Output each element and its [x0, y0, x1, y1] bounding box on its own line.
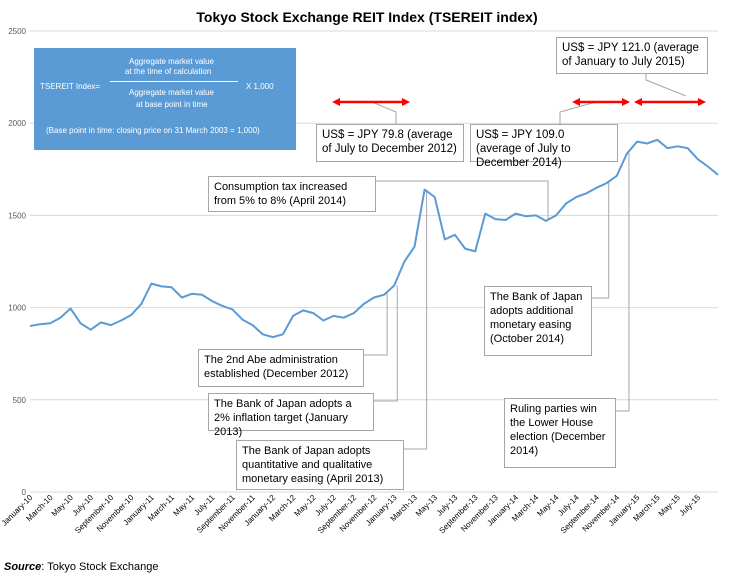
- fx-arrow-2012: [332, 98, 410, 106]
- leader-boj-oct: [592, 182, 610, 299]
- annotation-lower-house-election: Ruling parties win the Lower House elect…: [504, 398, 616, 468]
- leader-boj-inflation: [374, 285, 398, 402]
- formula-note: (Base point in time: closing price on 31…: [46, 126, 260, 135]
- annotation-abe-administration: The 2nd Abe administration established (…: [198, 349, 364, 387]
- annotation-leaders: [364, 74, 687, 450]
- x-tick-label: May-13: [414, 493, 440, 519]
- x-tick-label: May-15: [657, 493, 683, 519]
- y-tick-label: 2000: [8, 119, 26, 128]
- x-tick-label: May-11: [171, 493, 196, 518]
- annotation-consumption-tax: Consumption tax increased from 5% to 8% …: [208, 176, 376, 212]
- fx-arrows: [332, 98, 706, 106]
- y-tick-label: 1000: [8, 304, 26, 313]
- leader-abe: [364, 292, 388, 356]
- y-axis: 0 500 1000 1500 2000 2500: [8, 27, 26, 497]
- source-text: : Tokyo Stock Exchange: [41, 561, 159, 573]
- annotation-boj-inflation-target: The Bank of Japan adopts a 2% inflation …: [208, 393, 374, 438]
- leader-election: [616, 152, 630, 412]
- y-tick-label: 2500: [8, 27, 26, 36]
- annotation-usd-2015: US$ = JPY 121.0 (average of January to J…: [556, 37, 708, 74]
- x-axis: January-10March-10May-10July-10September…: [0, 493, 703, 536]
- series-line: [29, 138, 719, 339]
- formula-numerator-1: Aggregate market value: [129, 57, 214, 66]
- annotation-boj-qqe: The Bank of Japan adopts quantitative an…: [236, 440, 404, 490]
- x-tick-label: May-14: [535, 493, 561, 519]
- y-tick-label: 0: [22, 488, 27, 497]
- x-tick-label: May-10: [50, 493, 76, 519]
- formula-numerator-2: at the time of calculation: [125, 67, 212, 76]
- annotation-boj-oct-2014: The Bank of Japan adopts additional mone…: [484, 286, 592, 356]
- gridlines: [30, 30, 718, 493]
- fx-arrow-2015: [634, 98, 706, 106]
- leader-boj-qqe: [404, 189, 428, 450]
- source-label: Source: [4, 561, 42, 573]
- leader-tax: [376, 180, 549, 220]
- formula-denominator-1: Aggregate market value: [129, 88, 214, 97]
- fraction-bar: [110, 81, 238, 82]
- y-tick-label: 500: [13, 396, 27, 405]
- leader-usd-2015: [645, 74, 687, 97]
- y-tick-label: 1500: [8, 211, 26, 220]
- source-note: Source: Tokyo Stock Exchange: [4, 561, 159, 573]
- leader-usd-2012: [371, 101, 397, 124]
- formula-lhs: TSEREIT Index=: [40, 82, 101, 91]
- x-tick-label: May-12: [292, 493, 318, 519]
- leader-usd-2014: [559, 101, 597, 124]
- x-tick-label: July-15: [678, 493, 703, 518]
- chart-title: Tokyo Stock Exchange REIT Index (TSEREIT…: [196, 9, 537, 25]
- annotation-usd-2014: US$ = JPY 109.0 (average of July to Dece…: [470, 124, 618, 169]
- fx-arrow-2014: [572, 98, 630, 106]
- formula-box: TSEREIT Index= Aggregate market value at…: [34, 48, 296, 150]
- annotation-usd-2012: US$ = JPY 79.8 (average of July to Decem…: [316, 124, 464, 162]
- formula-denominator-2: at base point in time: [136, 100, 208, 109]
- series-tsereit: [29, 138, 719, 339]
- formula-multiplier: X 1,000: [246, 82, 274, 91]
